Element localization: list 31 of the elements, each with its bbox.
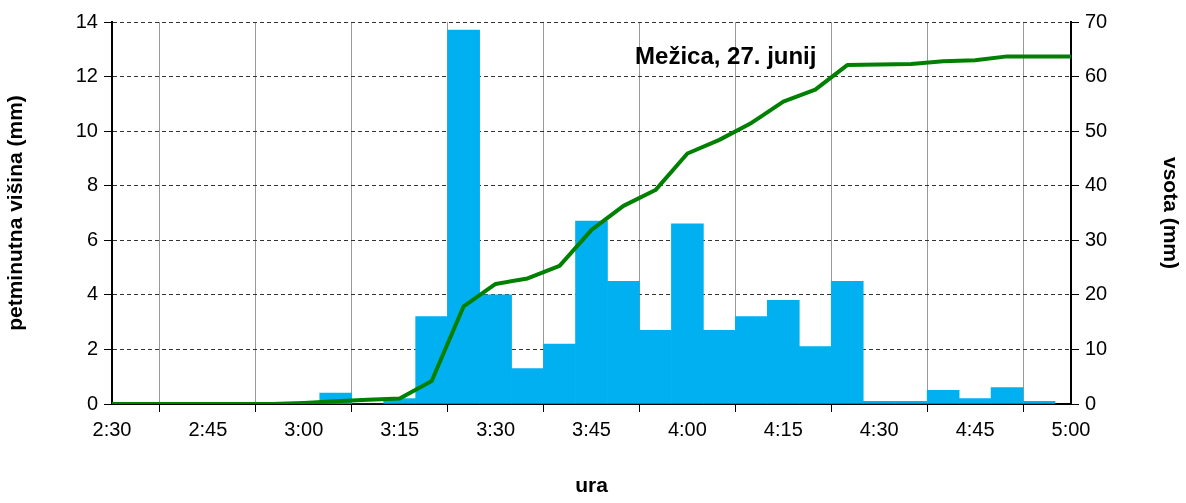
y-tick-label: 10 [75,118,98,141]
x-tick-label: 4:45 [955,417,995,440]
x-tick-label: 4:00 [667,417,707,440]
y2-tick-label: 20 [1085,282,1108,305]
x-tick-label: 3:45 [572,417,611,440]
y2-tick-label: 60 [1085,64,1108,87]
x-tick-label: 4:30 [859,417,899,440]
x-tick-label: 3:30 [476,417,516,440]
x-axis-title: ura [575,473,609,497]
y-tick-label: 6 [86,227,98,250]
x-tick-label: 2:30 [92,417,132,440]
y-tick-label: 4 [86,282,98,305]
y2-tick-label: 40 [1085,173,1108,196]
y2-tick-label: 0 [1085,391,1097,414]
x-tick-label: 2:45 [188,417,228,440]
x-tick-label: 5:00 [1051,417,1091,440]
y-tick-label: 14 [75,9,98,32]
x-tick-label: 3:00 [284,417,324,440]
y2-tick-label: 50 [1085,118,1108,141]
y2-tick-label: 70 [1085,9,1108,32]
y2-axis-title: vsota (mm) [1159,156,1183,270]
y-tick-label: 2 [86,336,98,359]
y-axis-title: petminutna višina (mm) [3,95,27,331]
y-tick-label: 12 [75,64,98,87]
y2-tick-label: 10 [1085,336,1108,359]
x-tick-label: 4:15 [763,417,803,440]
y-tick-label: 0 [86,391,98,414]
y-tick-label: 8 [86,173,98,196]
y2-tick-label: 30 [1085,227,1108,250]
x-tick-label: 3:15 [380,417,420,440]
text: Mežica, 27. junij [635,41,817,69]
